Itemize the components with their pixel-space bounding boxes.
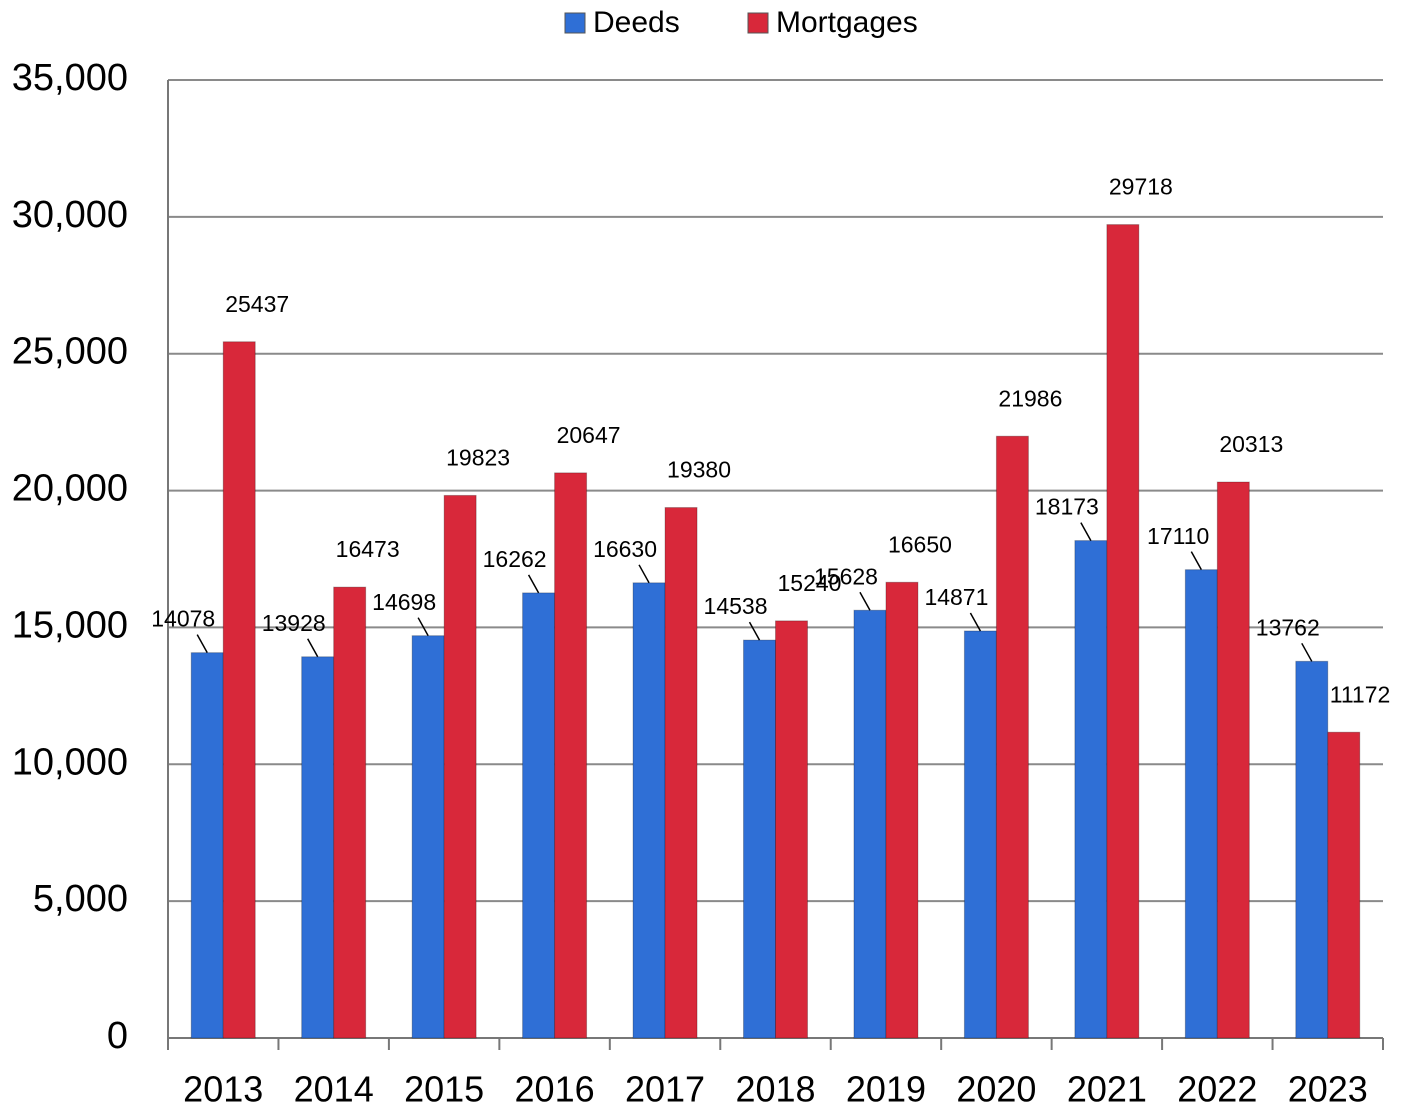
label-leader [417,617,429,637]
bar [554,472,588,1039]
legend-swatch [747,12,769,34]
data-label: 16473 [336,536,400,562]
data-label: 14871 [924,584,988,610]
bar [1216,481,1250,1039]
data-label: 29718 [1109,174,1173,200]
bar [775,620,808,1039]
label-leader [638,564,650,584]
bar [664,507,698,1039]
y-tick-label: 25,000 [12,331,128,373]
bar [443,494,477,1039]
bar [1327,731,1361,1039]
y-tick-label: 35,000 [12,57,128,99]
data-label: 20313 [1219,431,1283,457]
data-label: 25437 [225,291,289,317]
y-tick-label: 20,000 [12,468,128,510]
bar [1295,660,1329,1039]
bar [1184,569,1218,1039]
label-leader [1080,522,1092,541]
x-tick-label: 2023 [1288,1069,1368,1110]
legend-swatch [564,12,586,34]
x-tick-label: 2020 [956,1069,1036,1110]
label-leader [748,621,761,641]
label-leader [307,638,319,658]
data-label: 14698 [372,589,436,615]
y-tick-label: 0 [107,1015,128,1057]
label-leader [859,591,871,611]
data-label: 20647 [557,422,621,448]
bar [522,592,556,1039]
x-tick-label: 2021 [1067,1069,1147,1110]
data-label: 13928 [262,610,326,636]
bar [1074,540,1108,1039]
y-tick-label: 15,000 [12,604,128,646]
bar [222,341,256,1039]
bar [632,582,666,1039]
label-leader [1190,551,1202,571]
label-leader [527,574,540,594]
data-label: 19823 [446,444,510,470]
data-label: 21986 [998,385,1062,411]
bar [301,656,335,1039]
x-tick-label: 2019 [846,1069,926,1110]
y-tick-label: 10,000 [12,741,128,783]
data-label: 16630 [593,536,657,562]
data-label: 16650 [888,531,952,557]
label-leader [969,612,982,632]
bar [743,639,776,1039]
bar [1106,224,1140,1039]
bar [853,609,887,1039]
bar [190,652,224,1039]
bar [885,581,919,1039]
y-tick-label: 30,000 [12,194,128,236]
data-label: 14078 [151,606,215,632]
bar [411,635,445,1039]
x-tick-label: 2013 [183,1069,263,1110]
legend-label: Deeds [593,6,680,39]
bar [963,630,997,1039]
y-tick-label: 5,000 [33,878,128,920]
legend-label: Mortgages [776,6,918,39]
x-tick-label: 2022 [1177,1069,1257,1110]
data-label: 17110 [1147,523,1209,549]
x-tick-label: 2014 [294,1069,374,1110]
x-tick-label: 2015 [404,1069,484,1110]
bar [333,586,367,1039]
data-label: 15628 [814,563,878,589]
data-label: 11172 [1330,681,1391,707]
data-label: 14538 [704,593,768,619]
data-label: 15240 [778,570,842,596]
x-tick-label: 2016 [515,1069,595,1110]
data-label: 18173 [1035,494,1099,520]
data-label: 16262 [483,546,547,572]
x-tick-label: 2018 [735,1069,815,1110]
bar [995,435,1029,1039]
label-leader [196,634,208,654]
label-leader [1301,642,1313,662]
data-label: 13762 [1256,614,1320,640]
data-label: 19380 [667,457,731,483]
x-tick-label: 2017 [625,1069,705,1110]
